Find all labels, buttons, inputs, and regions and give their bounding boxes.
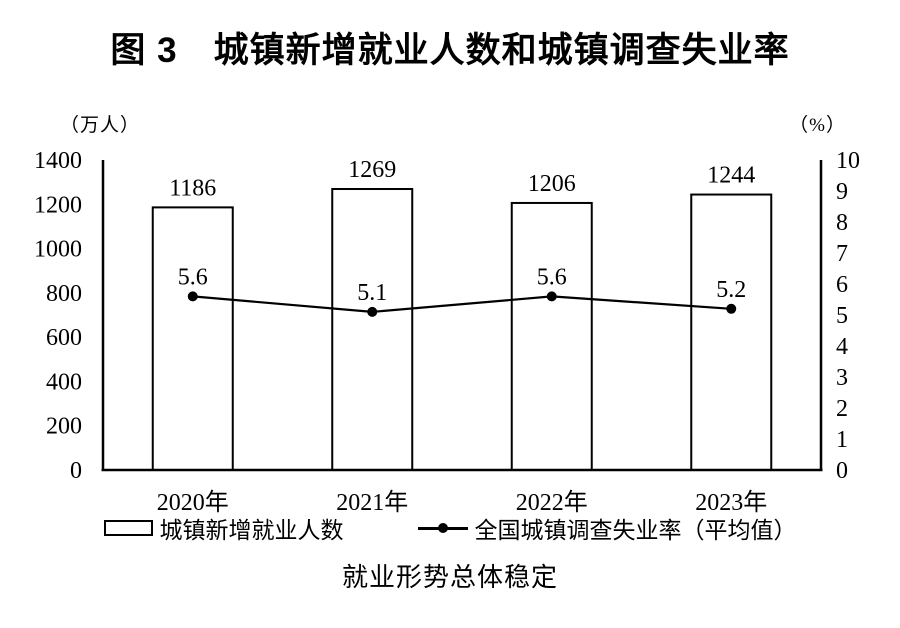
right-axis-tick-label: 1	[836, 427, 848, 453]
bar-value-label: 1269	[348, 157, 396, 183]
right-axis-tick-label: 5	[836, 303, 848, 329]
bar-swatch-icon	[103, 520, 153, 536]
left-axis-tick-label: 200	[46, 414, 82, 440]
x-axis-label: 2022年	[516, 489, 588, 516]
right-axis-tick-label: 8	[836, 210, 848, 236]
legend-item-line: 全国城镇调查失业率（平均值）	[417, 511, 797, 545]
left-axis-tick-label: 1200	[34, 192, 82, 218]
legend-bar-label: 城镇新增就业人数	[159, 518, 344, 543]
legend-dot-icon	[437, 523, 448, 533]
left-axis-tick-label: 1000	[34, 237, 82, 263]
legend-item-bars: 城镇新增就业人数	[103, 511, 344, 545]
left-axis-unit-label: （万人）	[60, 115, 141, 136]
bar-value-label: 1186	[169, 175, 216, 201]
x-axis-label: 2023年	[695, 489, 767, 516]
left-axis-tick-label: 800	[46, 281, 82, 307]
legend-line-label: 全国城镇调查失业率（平均值）	[474, 518, 797, 543]
bar-2023年	[690, 193, 773, 472]
right-axis-tick-label: 6	[836, 272, 848, 298]
left-axis-tick-label: 0	[70, 458, 82, 484]
line-point	[367, 306, 378, 317]
line-point	[726, 303, 737, 314]
chart-title: 图 3 城镇新增就业人数和城镇调查失业率	[110, 31, 790, 70]
right-axis-tick-label: 9	[836, 179, 848, 205]
bar-value-label: 1244	[707, 163, 755, 189]
x-axis-label: 2020年	[157, 489, 229, 516]
point-value-label: 5.2	[716, 277, 746, 303]
right-axis-tick-label: 2	[836, 396, 848, 422]
right-axis-tick-label: 3	[836, 365, 848, 391]
bar-2022年	[510, 201, 593, 471]
line-point	[187, 291, 198, 302]
line-dot-swatch-icon	[417, 523, 468, 533]
right-axis-unit-label: （%）	[789, 115, 846, 136]
point-value-label: 5.1	[357, 280, 387, 306]
unemployment-rate-line	[192, 295, 732, 314]
right-axis-tick-label: 7	[836, 241, 848, 267]
line-point	[546, 291, 557, 302]
right-axis-tick-label: 10	[836, 150, 860, 174]
left-axis-tick-label: 600	[46, 325, 82, 351]
point-value-label: 5.6	[537, 264, 567, 290]
right-axis-tick-label: 4	[836, 334, 848, 360]
figure-caption: 就业形势总体稳定	[341, 563, 558, 592]
left-axis-tick-label: 400	[46, 369, 82, 395]
bar-value-label: 1206	[528, 171, 576, 197]
left-axis-tick-label: 1400	[34, 150, 82, 174]
x-axis-label: 2021年	[336, 489, 408, 516]
bar-2021年	[331, 188, 414, 471]
chart-legend: 城镇新增就业人数 全国城镇调查失业率（平均值）	[0, 511, 900, 545]
point-value-label: 5.6	[178, 264, 208, 290]
bar-2020年	[151, 206, 234, 471]
right-axis-tick-label: 0	[836, 458, 848, 484]
